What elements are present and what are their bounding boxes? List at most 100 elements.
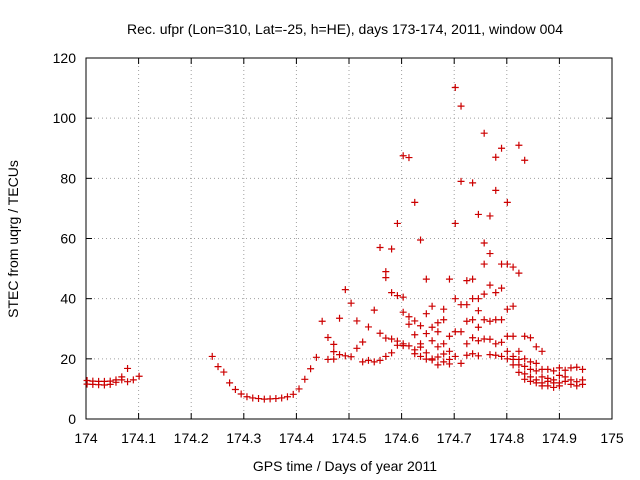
data-point bbox=[451, 83, 459, 91]
data-point bbox=[532, 367, 540, 375]
data-point bbox=[272, 395, 280, 403]
data-point bbox=[538, 373, 546, 381]
data-point bbox=[480, 290, 488, 298]
data-point bbox=[347, 353, 355, 361]
data-point bbox=[555, 364, 563, 372]
data-point bbox=[382, 352, 390, 360]
data-point bbox=[428, 302, 436, 310]
data-point bbox=[330, 340, 338, 348]
y-tick-label: 100 bbox=[53, 110, 77, 126]
data-point bbox=[214, 363, 222, 371]
data-point bbox=[405, 154, 413, 162]
data-point bbox=[503, 347, 511, 355]
data-point bbox=[301, 375, 309, 383]
x-tick-label: 174.1 bbox=[121, 430, 156, 446]
data-point bbox=[231, 386, 239, 394]
data-point bbox=[422, 330, 430, 338]
data-point bbox=[451, 219, 459, 227]
data-point bbox=[112, 378, 120, 386]
data-point bbox=[486, 351, 494, 359]
x-axis-label: GPS time / Days of year 2011 bbox=[253, 458, 437, 474]
data-point bbox=[440, 358, 448, 366]
data-point bbox=[480, 129, 488, 137]
data-point bbox=[492, 186, 500, 194]
x-tick-label: 174.5 bbox=[331, 430, 366, 446]
data-point bbox=[388, 245, 396, 253]
data-point bbox=[359, 338, 367, 346]
data-point bbox=[382, 274, 390, 282]
data-point bbox=[486, 317, 494, 325]
data-point bbox=[579, 365, 587, 373]
data-point bbox=[544, 382, 552, 390]
y-axis-label: STEC from uqrg / TECUs bbox=[5, 160, 21, 318]
data-point bbox=[445, 360, 453, 368]
data-point bbox=[515, 347, 523, 355]
data-point bbox=[486, 335, 494, 343]
data-point bbox=[382, 334, 390, 342]
data-point bbox=[515, 269, 523, 277]
data-point bbox=[318, 317, 326, 325]
data-point bbox=[411, 317, 419, 325]
data-point bbox=[555, 371, 563, 379]
data-point bbox=[255, 395, 263, 403]
data-point bbox=[498, 144, 506, 152]
data-point bbox=[521, 355, 529, 363]
data-point bbox=[411, 331, 419, 339]
data-point bbox=[486, 281, 494, 289]
data-point bbox=[469, 275, 477, 283]
data-point bbox=[474, 352, 482, 360]
y-tick-label: 60 bbox=[60, 231, 76, 247]
data-point bbox=[388, 289, 396, 297]
data-point bbox=[550, 383, 558, 391]
data-point bbox=[124, 364, 132, 372]
data-point bbox=[515, 361, 523, 369]
data-point bbox=[129, 376, 137, 384]
data-point bbox=[399, 308, 407, 316]
data-point bbox=[393, 292, 401, 300]
data-point bbox=[573, 382, 581, 390]
data-point bbox=[411, 198, 419, 206]
data-point bbox=[364, 356, 372, 364]
data-point bbox=[336, 314, 344, 322]
x-tick-label: 174.8 bbox=[489, 430, 524, 446]
data-point bbox=[492, 289, 500, 297]
data-point bbox=[521, 375, 529, 383]
data-point bbox=[124, 378, 132, 386]
data-point bbox=[526, 334, 534, 342]
y-tick-label: 120 bbox=[53, 50, 77, 66]
data-point bbox=[440, 350, 448, 358]
data-point bbox=[532, 343, 540, 351]
data-point bbox=[135, 372, 143, 380]
data-point bbox=[515, 368, 523, 376]
data-point bbox=[550, 367, 558, 375]
data-point bbox=[364, 323, 372, 331]
data-point bbox=[388, 349, 396, 357]
y-tick-label: 20 bbox=[60, 351, 76, 367]
data-point bbox=[515, 141, 523, 149]
data-point bbox=[208, 352, 216, 360]
data-point bbox=[486, 212, 494, 220]
data-point bbox=[451, 295, 459, 303]
data-point bbox=[440, 340, 448, 348]
data-point bbox=[278, 394, 286, 402]
data-point bbox=[434, 319, 442, 327]
data-point bbox=[463, 301, 471, 309]
data-point bbox=[330, 348, 338, 356]
data-point bbox=[474, 337, 482, 345]
data-point bbox=[503, 260, 511, 268]
data-point bbox=[220, 368, 228, 376]
data-point bbox=[370, 306, 378, 314]
data-point bbox=[492, 351, 500, 359]
data-point bbox=[480, 239, 488, 247]
data-point bbox=[307, 365, 315, 373]
data-point bbox=[503, 355, 511, 363]
data-point bbox=[434, 343, 442, 351]
data-point bbox=[492, 153, 500, 161]
data-point bbox=[388, 335, 396, 343]
data-point bbox=[405, 313, 413, 321]
data-point bbox=[463, 277, 471, 285]
data-point bbox=[521, 156, 529, 164]
data-point bbox=[399, 293, 407, 301]
x-tick-label: 174.3 bbox=[226, 430, 261, 446]
data-point bbox=[341, 352, 349, 360]
